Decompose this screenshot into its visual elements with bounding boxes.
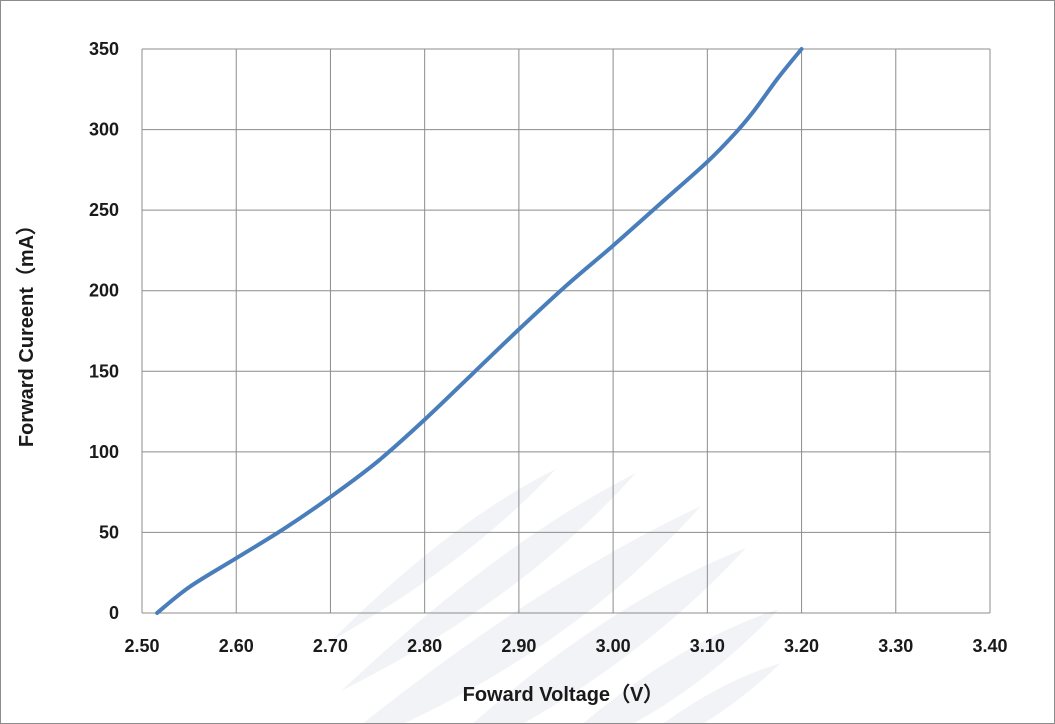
x-tick-label: 3.30 <box>878 636 913 656</box>
x-tick-label: 2.70 <box>313 636 348 656</box>
y-tick-label: 250 <box>89 200 119 220</box>
x-tick-label: 3.10 <box>690 636 725 656</box>
y-tick-label: 300 <box>89 120 119 140</box>
watermark-swooshes <box>331 469 781 723</box>
watermark-swoosh <box>341 473 636 691</box>
y-tick-label: 350 <box>89 39 119 59</box>
x-tick-label: 3.00 <box>596 636 631 656</box>
y-tick-label: 150 <box>89 361 119 381</box>
series-line <box>155 47 804 615</box>
y-tick-labels: 0 50 100 150 200 250 300 350 <box>89 39 119 623</box>
x-tick-label: 2.80 <box>407 636 442 656</box>
watermark-swoosh <box>663 663 781 723</box>
y-tick-label: 50 <box>99 522 119 542</box>
watermark-swoosh <box>331 469 556 641</box>
y-tick-label: 100 <box>89 442 119 462</box>
watermark-swoosh <box>363 506 701 723</box>
x-tick-label: 2.60 <box>219 636 254 656</box>
watermark-swoosh <box>583 609 779 723</box>
y-axis-title: Forward Cureent（mA） <box>15 215 38 447</box>
x-tick-labels: 2.50 2.60 2.70 2.80 2.90 3.00 3.10 3.20 3.30 3.40 <box>124 636 1007 656</box>
y-tick-label: 0 <box>109 603 119 623</box>
x-tick-label: 3.20 <box>784 636 819 656</box>
x-tick-label: 2.90 <box>501 636 536 656</box>
watermark-swoosh <box>473 548 746 723</box>
grid <box>141 48 991 614</box>
y-tick-label: 200 <box>89 281 119 301</box>
x-tick-label: 3.40 <box>972 636 1007 656</box>
x-axis-title: Foward Voltage（V） <box>463 683 664 706</box>
x-tick-label: 2.50 <box>124 636 159 656</box>
